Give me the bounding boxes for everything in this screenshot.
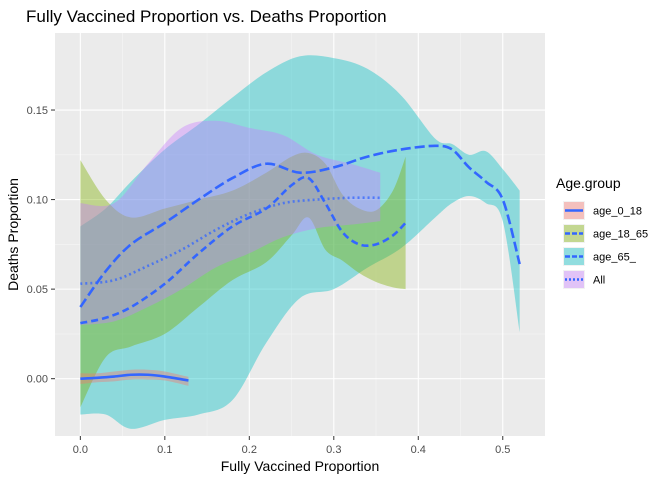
- y-tick-label: 0.00: [27, 374, 48, 386]
- ribbon-age_18_65: [80, 152, 406, 408]
- grid-minor: [55, 33, 545, 436]
- line-All: [80, 196, 381, 286]
- legend-label: age_0_18: [593, 206, 642, 218]
- line-age_18_65: [80, 175, 407, 325]
- x-tick-label: 0.3: [326, 444, 341, 456]
- legend: Age.group age_0_18 age_18_65 age_65_ All: [556, 175, 648, 289]
- x-tick-label: 0.2: [242, 444, 257, 456]
- x-tick-label: 0.1: [157, 444, 172, 456]
- ribbon-age_0_18: [80, 369, 189, 386]
- legend-item-All: All: [563, 270, 605, 289]
- line-age_65_: [79, 144, 521, 308]
- y-tick-label: 0.05: [27, 284, 48, 296]
- legend-label: age_18_65: [593, 229, 648, 241]
- x-axis-title: Fully Vaccined Proportion: [221, 458, 379, 474]
- legend-item-age_65_: age_65_: [563, 247, 637, 266]
- lines: [79, 144, 521, 382]
- legend-label: All: [593, 275, 605, 287]
- legend-item-age_18_65: age_18_65: [563, 224, 648, 243]
- x-tick-label: 0.4: [411, 444, 426, 456]
- legend-label: age_65_: [593, 252, 637, 264]
- y-tick-label: 0.15: [27, 105, 48, 117]
- chart-title: Fully Vaccined Proportion vs. Deaths Pro…: [26, 7, 387, 26]
- x-tick-label: 0.5: [495, 444, 510, 456]
- x-tick-label: 0.0: [73, 444, 88, 456]
- y-tick-label: 0.10: [27, 195, 48, 207]
- legend-item-age_0_18: age_0_18: [563, 201, 642, 220]
- legend-title: Age.group: [556, 175, 621, 191]
- plot-panel: [55, 33, 545, 436]
- x-axis: 0.0 0.1 0.2 0.3 0.4 0.5: [73, 436, 510, 456]
- ribbon-All: [80, 120, 381, 325]
- y-axis-title: Deaths Proportion: [5, 178, 21, 291]
- line-age_0_18: [80, 373, 189, 382]
- y-axis: 0.00 0.05 0.10 0.15: [27, 105, 55, 386]
- grid-major: [55, 33, 545, 436]
